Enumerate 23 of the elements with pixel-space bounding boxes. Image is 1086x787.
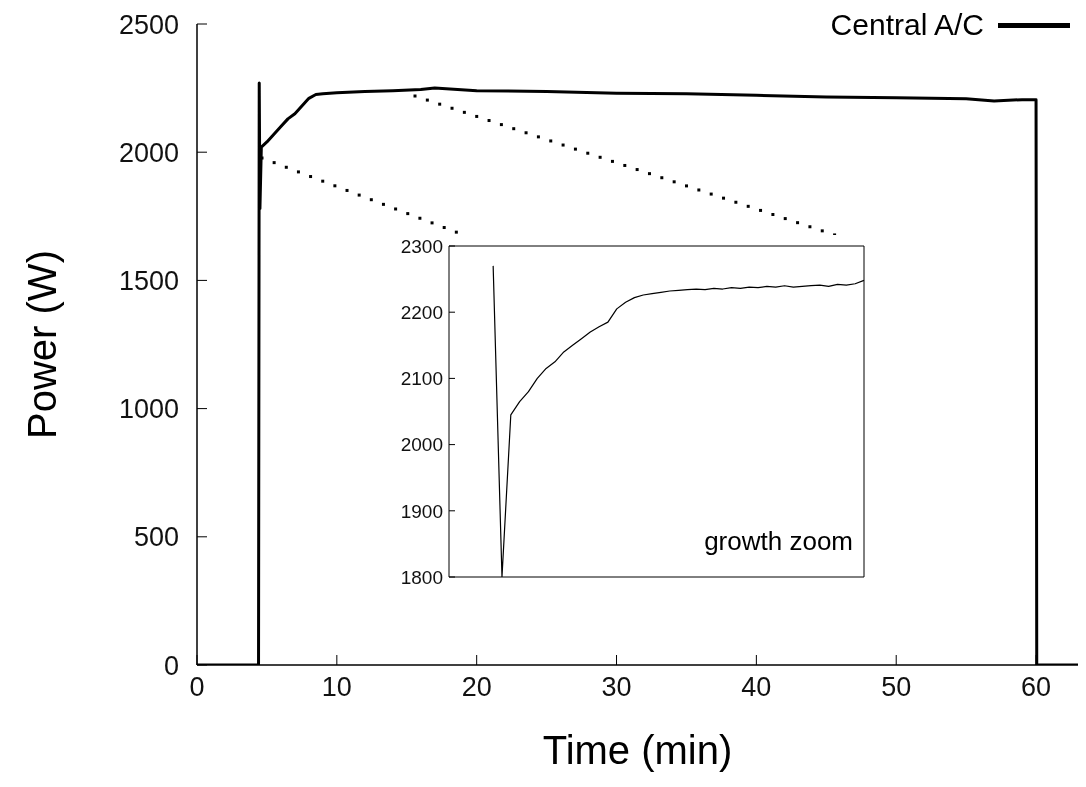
y-tick-label: 500 <box>133 522 179 553</box>
y-tick-label: 1000 <box>118 394 179 425</box>
annotation: growth zoom <box>704 526 853 557</box>
x-tick-label: 30 <box>601 672 632 703</box>
x-tick-label: 20 <box>461 672 492 703</box>
legend-label: Central A/C <box>830 8 984 42</box>
y-tick-label: 2200 <box>400 301 443 323</box>
x-axis-title: Time (min) <box>542 728 733 772</box>
x-tick-label: 50 <box>881 672 912 703</box>
y-tick-label: 2300 <box>400 235 443 257</box>
y-tick-label: 0 <box>163 650 179 681</box>
x-tick-label: 10 <box>321 672 352 703</box>
y-axis-title: Power (W) <box>20 250 65 439</box>
y-tick-label: 2100 <box>400 368 443 390</box>
y-tick-label: 1900 <box>400 500 443 522</box>
x-tick-label: 60 <box>1021 672 1052 703</box>
y-tick-label: 2000 <box>400 434 443 456</box>
x-tick-label: 40 <box>741 672 772 703</box>
y-tick-label: 1500 <box>118 265 179 296</box>
y-tick-label: 2500 <box>118 9 179 40</box>
y-tick-label: 2000 <box>118 137 179 168</box>
y-tick-label: 1800 <box>400 566 443 588</box>
x-tick-label: 0 <box>189 672 205 703</box>
